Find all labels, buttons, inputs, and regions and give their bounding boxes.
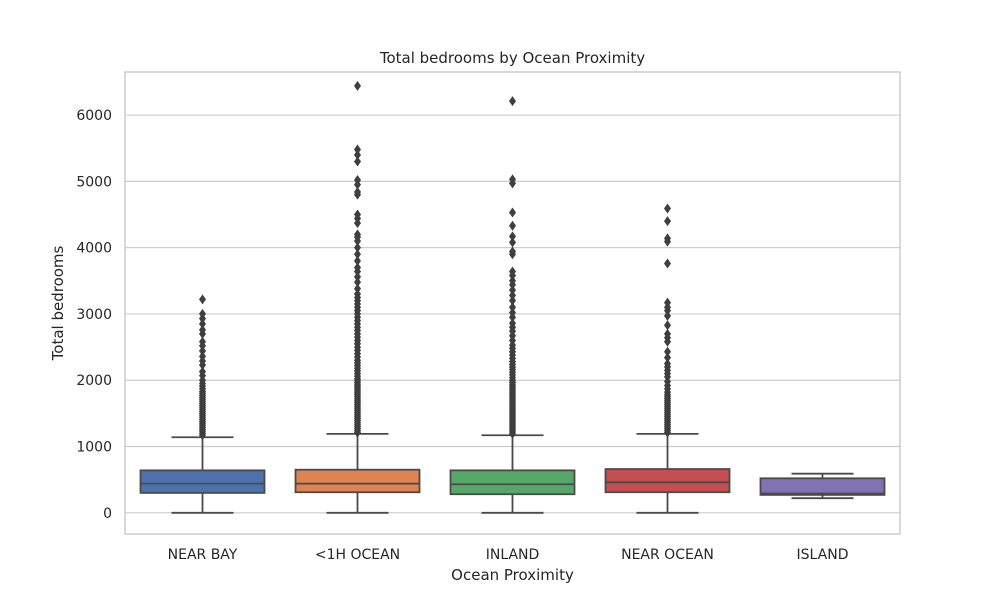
x-tick-label-island: ISLAND — [797, 547, 849, 563]
outlier-point-near-ocean-35 — [664, 310, 671, 321]
outlier-point-near-ocean-42 — [664, 216, 671, 227]
outlier-point-near-bay-39 — [199, 308, 206, 319]
x-tick-label-near-bay: NEAR BAY — [168, 547, 238, 563]
outlier-point-1h-ocean-74 — [354, 149, 361, 160]
x-tick-layer: NEAR BAY <1H OCEAN INLAND NEAR OCEAN ISLAND — [168, 547, 849, 563]
outlier-point-near-bay-28 — [199, 366, 206, 377]
outlier-point-near-ocean-34 — [664, 320, 671, 331]
outlier-point-near-ocean-38 — [664, 297, 671, 308]
y-tick-label-2000: 2000 — [76, 373, 112, 389]
box-body — [759, 477, 886, 496]
outlier-point-near-bay-36 — [199, 324, 206, 335]
outlier-point-inland-62 — [509, 174, 516, 185]
x-tick-label-1h-ocean: <1H OCEAN — [315, 547, 400, 563]
x-tick-label-inland: INLAND — [486, 547, 540, 563]
outlier-point-1h-ocean-55 — [354, 283, 361, 294]
y-tick-layer: 0 1000 2000 3000 4000 5000 6000 — [76, 108, 112, 522]
plot-frame — [124, 71, 901, 535]
y-tick-label-0: 0 — [103, 506, 112, 522]
x-axis-label: Ocean Proximity — [451, 566, 574, 584]
outlier-point-1h-ocean-65 — [354, 229, 361, 240]
outlier-point-1h-ocean-70 — [354, 186, 361, 197]
outlier-point-1h-ocean-73 — [354, 156, 361, 167]
outlier-point-near-ocean-28 — [664, 358, 671, 369]
box-body — [294, 468, 421, 494]
outlier-point-near-bay-40 — [199, 294, 206, 305]
box-near-bay — [139, 294, 266, 514]
x-tick-label-near-ocean: NEAR OCEAN — [621, 547, 714, 563]
outlier-point-inland-44 — [509, 318, 516, 329]
outlier-point-near-bay-34 — [199, 336, 206, 347]
outlier-point-near-ocean-41 — [664, 233, 671, 244]
chart-title: Total bedrooms by Ocean Proximity — [379, 49, 645, 67]
outlier-point-inland-63 — [509, 96, 516, 107]
outlier-point-inland-57 — [509, 237, 516, 248]
outlier-point-near-ocean-29 — [664, 352, 671, 363]
outlier-point-near-bay-37 — [199, 318, 206, 329]
box-island — [759, 472, 886, 500]
outlier-point-1h-ocean-57 — [354, 271, 361, 282]
y-tick-label-4000: 4000 — [76, 241, 112, 257]
outlier-point-inland-56 — [509, 246, 516, 257]
y-tick-label-5000: 5000 — [76, 174, 112, 190]
y-tick-label-1000: 1000 — [76, 440, 112, 456]
outlier-point-inland-60 — [509, 207, 516, 218]
outlier-point-1h-ocean-76 — [354, 80, 361, 91]
outlier-point-1h-ocean-56 — [354, 277, 361, 288]
outlier-point-inland-52 — [509, 275, 516, 286]
outlier-point-near-ocean-30 — [664, 346, 671, 357]
outlier-point-inland-58 — [509, 231, 516, 242]
outlier-point-1h-ocean-61 — [354, 249, 361, 260]
outlier-point-1h-ocean-68 — [354, 209, 361, 220]
outlier-point-inland-48 — [509, 295, 516, 306]
outlier-point-near-bay-32 — [199, 346, 206, 357]
outlier-point-1h-ocean-72 — [354, 175, 361, 186]
box-body — [449, 469, 576, 496]
outlier-point-inland-49 — [509, 290, 516, 301]
outlier-point-1h-ocean-54 — [354, 289, 361, 300]
y-tick-label-3000: 3000 — [76, 307, 112, 323]
outlier-point-inland-47 — [509, 302, 516, 313]
box-inland — [449, 96, 576, 514]
box-body — [139, 469, 266, 494]
outlier-point-inland-54 — [509, 266, 516, 277]
outlier-point-near-ocean-33 — [664, 328, 671, 339]
outlier-point-near-ocean-39 — [664, 258, 671, 269]
y-axis-label: Total bedrooms — [49, 245, 67, 361]
outlier-point-1h-ocean-60 — [354, 255, 361, 266]
y-tick-label-6000: 6000 — [76, 108, 112, 124]
outlier-point-inland-50 — [509, 285, 516, 296]
outlier-point-inland-59 — [509, 220, 516, 231]
box-layer — [139, 80, 886, 514]
outlier-point-inland-46 — [509, 307, 516, 318]
box-near-ocean — [604, 203, 731, 514]
outlier-point-1h-ocean-62 — [354, 242, 361, 253]
box-body — [604, 468, 731, 494]
outlier-point-1h-ocean-59 — [354, 262, 361, 273]
outlier-point-near-bay-31 — [199, 351, 206, 362]
outlier-point-near-ocean-43 — [664, 203, 671, 214]
outlier-point-1h-ocean-75 — [354, 144, 361, 155]
box-1h-ocean — [294, 80, 421, 514]
